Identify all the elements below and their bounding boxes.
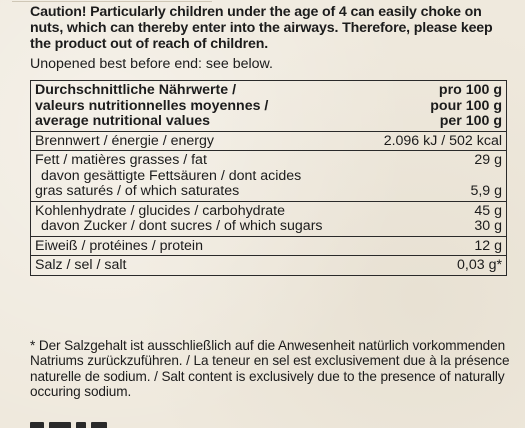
- table-row-carbohydrate: Kohlenhydrate / glucides / carbohydrate …: [31, 200, 506, 236]
- caution-text: Caution! Particularly children under the…: [30, 4, 493, 52]
- fat-label: Fett / matières grasses / fat: [35, 152, 207, 168]
- header-label-de: Durchschnittliche Nährwerte /: [35, 82, 237, 98]
- header-label-en: average nutritional values: [35, 113, 211, 129]
- protein-value: 12 g: [474, 237, 502, 254]
- saturates-label-line2: gras saturés / of which saturates: [35, 183, 240, 199]
- salt-value: 0,03 g*: [457, 257, 502, 273]
- salt-footnote: * Der Salzgehalt ist ausschließlich auf …: [30, 338, 510, 400]
- table-row-energy: Brennwert / énergie / energy 2.096 kJ / …: [31, 130, 506, 151]
- carbohydrate-value: 45 g: [474, 202, 502, 219]
- table-row-salt: Salz / sel / salt 0,03 g*: [31, 255, 506, 275]
- saturates-value: 5,9 g: [470, 183, 502, 199]
- table-row-protein: Eiweiß / protéines / protein 12 g: [31, 235, 506, 256]
- header-value-fr: pour 100 g: [430, 97, 502, 114]
- salt-label: Salz / sel / salt: [35, 257, 127, 273]
- carbohydrate-label: Kohlenhydrate / glucides / carbohydrate: [35, 202, 286, 219]
- header-value-de: pro 100 g: [438, 82, 502, 98]
- header-label-fr: valeurs nutritionnelles moyennes /: [35, 97, 269, 114]
- saturates-label-line1: davon gesättigte Fettsäuren / dont acide…: [41, 167, 302, 184]
- protein-label: Eiweiß / protéines / protein: [35, 237, 203, 254]
- fat-value: 29 g: [474, 152, 502, 168]
- best-before-text: Unopened best before end: see below.: [30, 56, 273, 72]
- energy-label: Brennwert / énergie / energy: [35, 132, 215, 149]
- sugars-value: 30 g: [474, 218, 502, 234]
- table-row-fat: Fett / matières grasses / fat 29 g davon…: [31, 150, 506, 201]
- previous-text-edge: [12, 0, 212, 2]
- next-text-edge: [30, 421, 170, 428]
- header-value-en: per 100 g: [439, 113, 502, 129]
- nutrition-table: Durchschnittliche Nährwerte / pro 100 g …: [30, 80, 507, 276]
- energy-value: 2.096 kJ / 502 kcal: [383, 132, 502, 149]
- table-header-row: Durchschnittliche Nährwerte / pro 100 g …: [31, 81, 506, 131]
- sugars-label: davon Zucker / dont sucres / of which su…: [41, 218, 323, 234]
